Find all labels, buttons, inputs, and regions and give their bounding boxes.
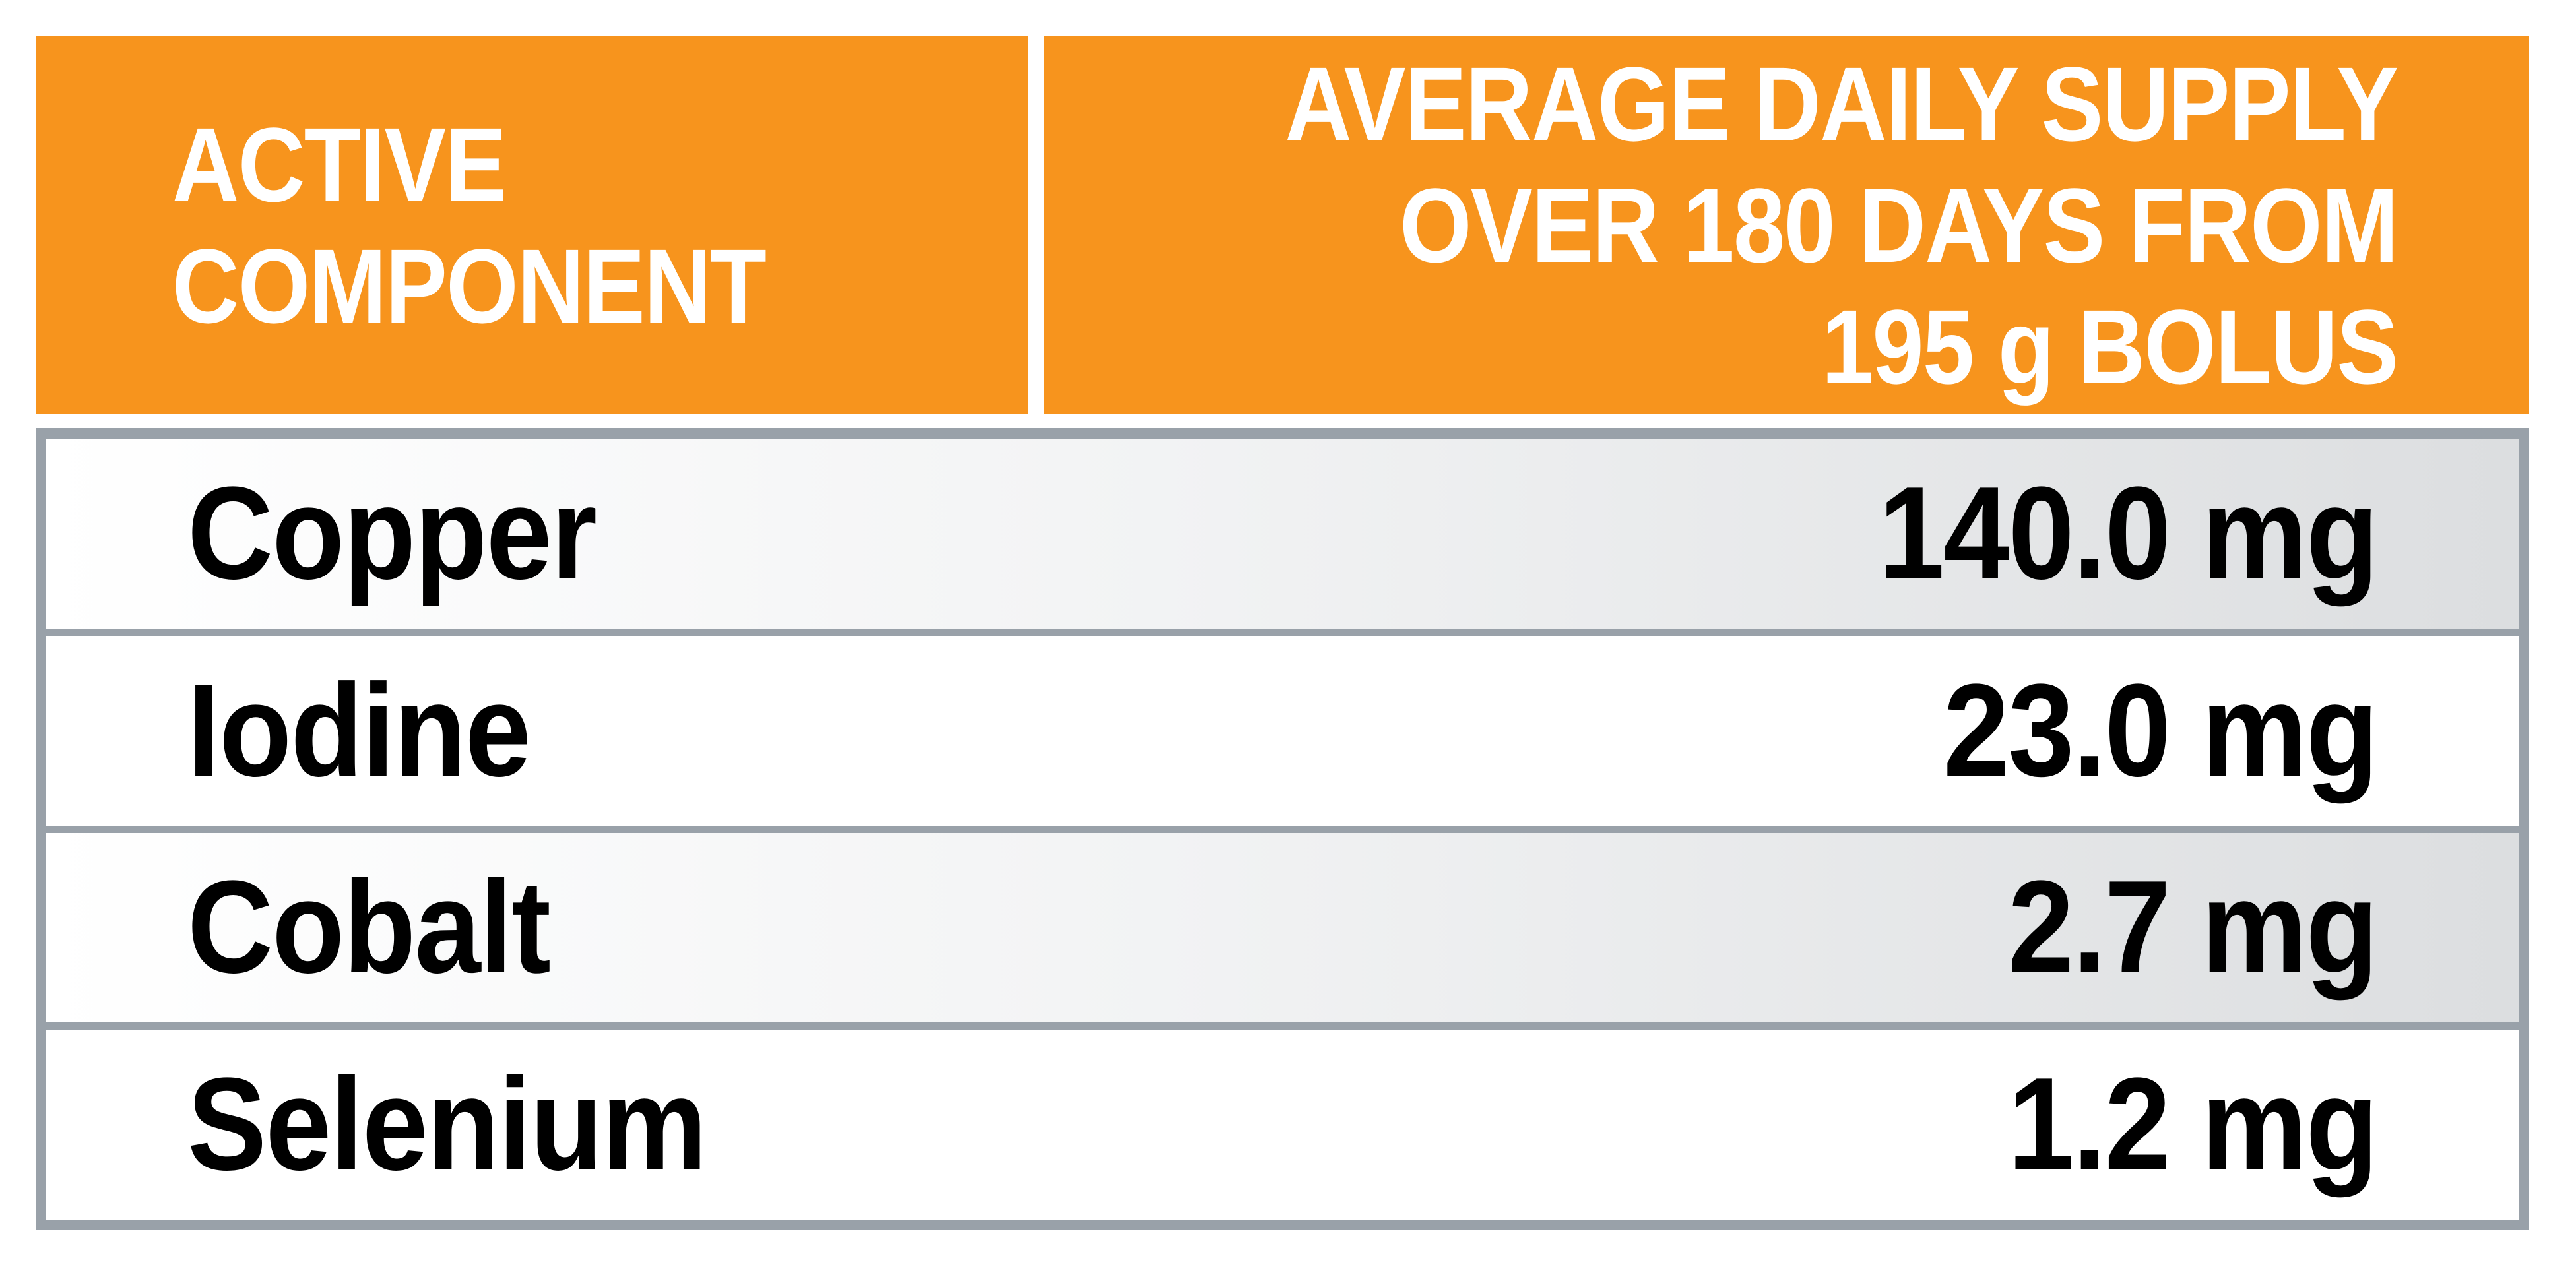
header-cell-active-component: ACTIVE COMPONENT xyxy=(36,36,1028,414)
component-name: Selenium xyxy=(187,1051,707,1198)
component-value: 23.0 mg xyxy=(1943,656,2379,804)
table-row-iodine: Iodine 23.0 mg xyxy=(46,628,2519,826)
table-body: Copper 140.0 mg Iodine 23.0 mg Cobalt 2.… xyxy=(36,428,2529,1230)
header-active-component-text: ACTIVE COMPONENT xyxy=(36,104,767,347)
table-header: ACTIVE COMPONENT AVERAGE DAILY SUPPLY OV… xyxy=(36,36,2529,414)
header-line: COMPONENT xyxy=(172,226,767,345)
table-row-copper: Copper 140.0 mg xyxy=(46,439,2519,629)
header-daily-supply-text: AVERAGE DAILY SUPPLY OVER 180 DAYS FROM … xyxy=(1285,44,2529,408)
component-value: 2.7 mg xyxy=(2008,854,2379,1001)
header-line: AVERAGE DAILY SUPPLY xyxy=(1285,44,2399,163)
header-line: 195 g BOLUS xyxy=(1821,287,2399,406)
header-cell-daily-supply: AVERAGE DAILY SUPPLY OVER 180 DAYS FROM … xyxy=(1044,36,2529,414)
component-value: 140.0 mg xyxy=(1878,459,2379,607)
table-row-cobalt: Cobalt 2.7 mg xyxy=(46,825,2519,1023)
table-row-selenium: Selenium 1.2 mg xyxy=(46,1022,2519,1220)
component-name: Cobalt xyxy=(187,854,551,1001)
component-name: Copper xyxy=(187,459,597,607)
component-value: 1.2 mg xyxy=(2008,1051,2379,1198)
component-name: Iodine xyxy=(187,656,531,804)
header-line: OVER 180 DAYS FROM xyxy=(1399,166,2399,284)
header-line: ACTIVE xyxy=(172,105,507,224)
